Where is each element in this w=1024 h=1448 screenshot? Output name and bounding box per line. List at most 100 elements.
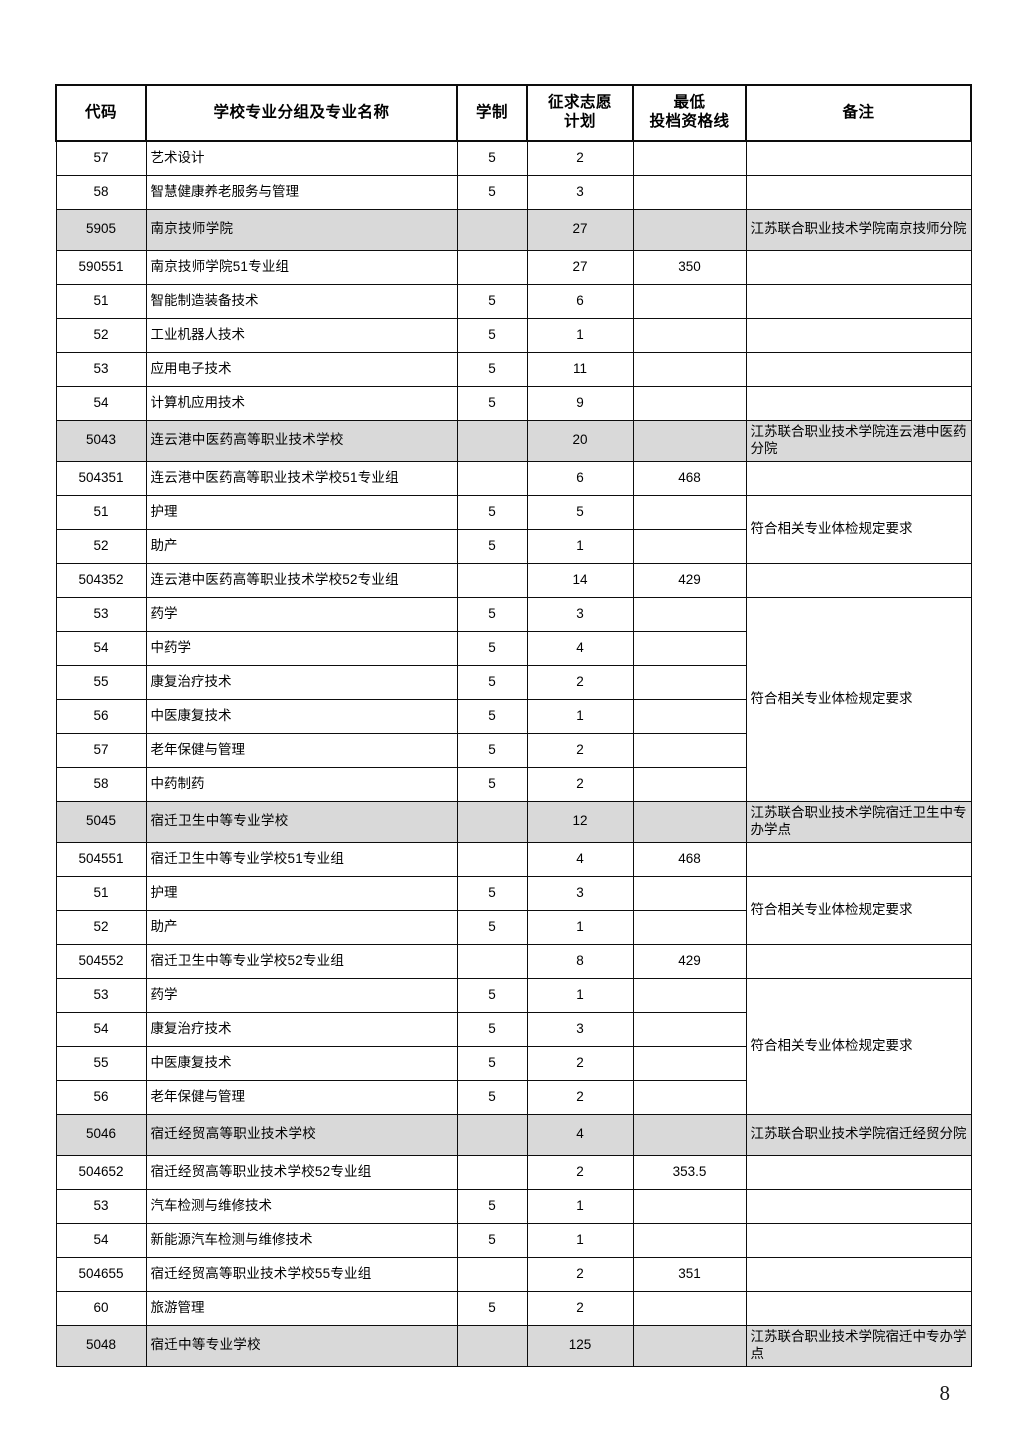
major-row: 51 智能制造装备技术 5 6: [55, 283, 972, 319]
cell-line: [632, 875, 747, 911]
cell-name: 宿迁经贸高等职业技术学校55专业组: [145, 1256, 458, 1292]
cell-plan: 125: [526, 1324, 634, 1367]
cell-name: 护理: [145, 494, 458, 530]
cell-remark: [745, 283, 972, 319]
cell-years: 5: [456, 351, 528, 387]
cell-plan: 5: [526, 494, 634, 530]
cell-years: 5: [456, 698, 528, 734]
cell-years: 5: [456, 317, 528, 353]
major-row: 60 旅游管理 5 2: [55, 1290, 972, 1326]
cell-line: [632, 174, 747, 210]
cell-name: 护理: [145, 875, 458, 911]
cell-plan: 2: [526, 1290, 634, 1326]
cell-code: 52: [55, 317, 147, 353]
major-group-row: 504351 连云港中医药高等职业技术学校51专业组 6 468: [55, 460, 972, 496]
cell-name: 中医康复技术: [145, 698, 458, 734]
cell-years: 5: [456, 174, 528, 210]
cell-name: 老年保健与管理: [145, 1079, 458, 1115]
cell-line: 429: [632, 943, 747, 979]
column-header-plan: 征求志愿 计划: [526, 84, 634, 142]
cell-line: [632, 283, 747, 319]
cell-years: 5: [456, 875, 528, 911]
cell-remark: [745, 1290, 972, 1326]
cell-code: 56: [55, 1079, 147, 1115]
cell-name: 助产: [145, 528, 458, 564]
cell-code: 504352: [55, 562, 147, 598]
major-row: 57 艺术设计 5 2: [55, 140, 972, 176]
cell-line: [632, 317, 747, 353]
cell-years: [456, 1154, 528, 1190]
cell-code: 57: [55, 732, 147, 768]
cell-remark: 符合相关专业体检规定要求: [745, 875, 972, 945]
cell-plan: 6: [526, 283, 634, 319]
major-group-row: 504551 宿迁卫生中等专业学校51专业组 4 468: [55, 841, 972, 877]
page-number: 8: [939, 1381, 951, 1405]
cell-years: [456, 943, 528, 979]
cell-plan: 6: [526, 460, 634, 496]
cell-line: 468: [632, 460, 747, 496]
cell-plan: 2: [526, 1045, 634, 1081]
cell-years: 5: [456, 283, 528, 319]
major-row: 53 药学 5 3 符合相关专业体检规定要求: [55, 596, 972, 802]
cell-years: 5: [456, 528, 528, 564]
cell-years: 5: [456, 385, 528, 421]
major-group-row: 504652 宿迁经贸高等职业技术学校52专业组 2 353.5: [55, 1154, 972, 1190]
school-row: 5045 宿迁卫生中等专业学校 12 江苏联合职业技术学院宿迁卫生中专办学点: [55, 800, 972, 843]
cell-name: 智能制造装备技术: [145, 283, 458, 319]
cell-years: 5: [456, 140, 528, 176]
cell-remark: 符合相关专业体检规定要求: [745, 977, 972, 1115]
cell-code: 53: [55, 596, 147, 632]
school-row: 5046 宿迁经贸高等职业技术学校 4 江苏联合职业技术学院宿迁经贸分院: [55, 1113, 972, 1156]
cell-line: 351: [632, 1256, 747, 1292]
cell-line: [632, 732, 747, 768]
cell-plan: 2: [526, 1154, 634, 1190]
cell-name: 中药学: [145, 630, 458, 666]
cell-name: 南京技师学院: [145, 208, 458, 251]
cell-plan: 1: [526, 1222, 634, 1258]
cell-plan: 1: [526, 317, 634, 353]
cell-line: [632, 1045, 747, 1081]
major-row: 56 中医康复技术 5 1: [55, 698, 971, 734]
cell-line: [632, 766, 747, 802]
cell-plan: 2: [526, 664, 634, 700]
cell-plan: 27: [526, 249, 634, 285]
cell-code: 53: [55, 1188, 147, 1224]
cell-line: [632, 977, 747, 1013]
cell-code: 51: [55, 875, 147, 911]
cell-plan: 2: [526, 1079, 634, 1115]
cell-name: 老年保健与管理: [145, 732, 458, 768]
cell-years: 5: [456, 1045, 528, 1081]
cell-years: 5: [456, 732, 528, 768]
column-header-name: 学校专业分组及专业名称: [145, 84, 458, 142]
cell-years: [456, 562, 528, 598]
cell-line: [632, 528, 747, 564]
column-header-line: 最低 投档资格线: [632, 84, 747, 142]
cell-years: 5: [456, 977, 528, 1013]
cell-line: 468: [632, 841, 747, 877]
cell-remark: 江苏联合职业技术学院宿迁中专办学点: [745, 1324, 972, 1367]
cell-name: 助产: [145, 909, 458, 945]
major-group-row: 504655 宿迁经贸高等职业技术学校55专业组 2 351: [55, 1256, 972, 1292]
major-row: 53 汽车检测与维修技术 5 1: [55, 1188, 972, 1224]
cell-years: [456, 249, 528, 285]
cell-line: [632, 1079, 747, 1115]
cell-line: [632, 698, 747, 734]
cell-years: 5: [456, 909, 528, 945]
cell-years: 5: [456, 664, 528, 700]
cell-years: 5: [456, 1079, 528, 1115]
cell-remark: [745, 1256, 972, 1292]
cell-name: 连云港中医药高等职业技术学校51专业组: [145, 460, 458, 496]
cell-code: 504351: [55, 460, 147, 496]
cell-plan: 4: [526, 1113, 634, 1156]
major-row: 55 康复治疗技术 5 2: [55, 664, 971, 700]
cell-plan: 14: [526, 562, 634, 598]
cell-name: 连云港中医药高等职业技术学校: [145, 419, 458, 462]
cell-years: 5: [456, 1188, 528, 1224]
cell-code: 57: [55, 140, 147, 176]
major-group-row: 590551 南京技师学院51专业组 27 350: [55, 249, 972, 285]
cell-code: 55: [55, 664, 147, 700]
cell-remark: [745, 174, 972, 210]
column-header-plan-line2: 计划: [563, 113, 596, 130]
cell-years: 5: [456, 1011, 528, 1047]
cell-remark: [745, 1154, 972, 1190]
